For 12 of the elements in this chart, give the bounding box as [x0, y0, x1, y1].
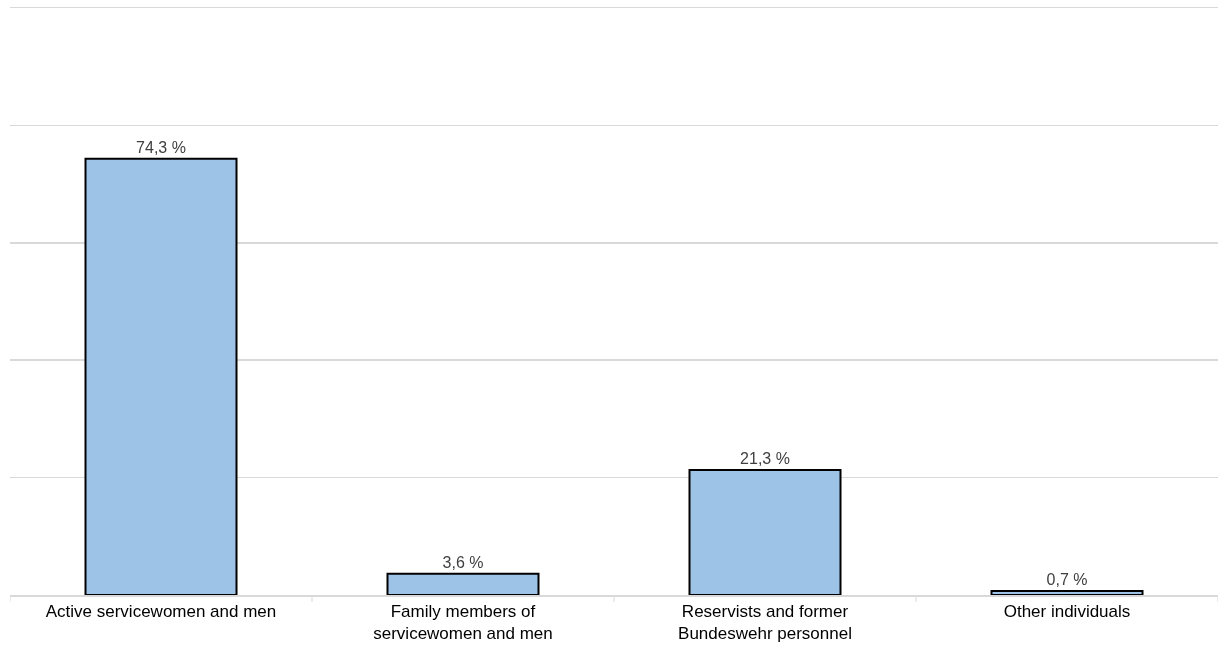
- data-label: 74,3 %: [136, 138, 186, 156]
- data-label: 21,3 %: [740, 449, 790, 467]
- bar: [386, 572, 540, 595]
- data-label: 0,7 %: [1046, 570, 1088, 588]
- bar: [688, 468, 842, 595]
- x-tick-label: Reservists and former Bundeswehr personnel: [678, 601, 852, 643]
- bar: [990, 589, 1144, 595]
- x-tick-label: Active servicewomen and men: [45, 601, 277, 621]
- bar: [84, 157, 238, 595]
- x-tick-label: Family members of servicewomen and men: [373, 601, 553, 643]
- data-label: 3,6 %: [442, 553, 484, 571]
- x-tick-label: Other individuals: [1003, 601, 1131, 621]
